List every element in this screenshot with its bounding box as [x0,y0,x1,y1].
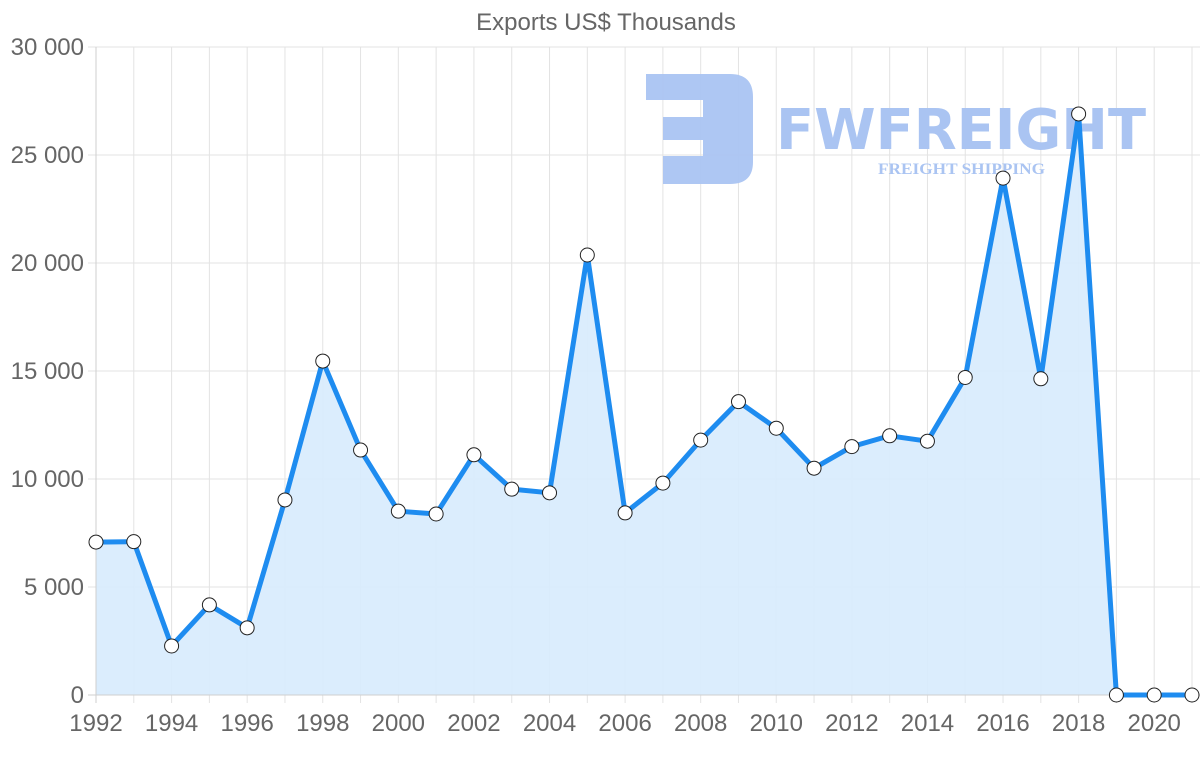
x-tick-label: 1996 [220,710,273,737]
data-point-2013[interactable] [882,428,898,444]
data-point-2020[interactable] [1146,687,1162,703]
axes [88,47,1200,703]
y-tick-label: 15 000 [11,358,84,385]
data-point-2012[interactable] [844,439,860,455]
x-tick-label: 1992 [69,710,122,737]
data-points [88,106,1200,703]
x-tick-label: 2000 [372,710,425,737]
exports-series-line [95,111,1192,698]
data-point-2018[interactable] [1071,106,1087,122]
data-point-2001[interactable] [428,506,444,522]
y-tick-label: 30 000 [11,34,84,61]
data-point-1994[interactable] [164,638,180,654]
fw-logo-icon [646,74,753,184]
data-point-1995[interactable] [201,597,217,613]
data-point-1992[interactable] [88,534,104,550]
data-point-1993[interactable] [126,534,142,550]
data-point-2019[interactable] [1108,687,1124,703]
data-point-2005[interactable] [579,247,595,263]
data-point-2006[interactable] [617,505,633,521]
y-tick-label: 0 [71,682,84,709]
data-point-2014[interactable] [919,433,935,449]
x-tick-label: 2004 [523,710,576,737]
data-point-2000[interactable] [390,503,406,519]
data-point-2002[interactable] [466,447,482,463]
data-point-2016[interactable] [995,170,1011,186]
data-point-2021[interactable] [1184,687,1200,703]
y-tick-label: 25 000 [11,142,84,169]
data-point-2011[interactable] [806,460,822,476]
x-tick-label: 2014 [901,710,954,737]
area-fill-path [96,113,1192,695]
chart-title: Exports US$ Thousands [476,9,736,36]
data-point-2008[interactable] [693,432,709,448]
x-tick-label: 2008 [674,710,727,737]
y-tick-label: 20 000 [11,250,84,277]
data-point-2004[interactable] [542,485,558,501]
data-point-2017[interactable] [1033,371,1049,387]
x-tick-label: 2006 [598,710,651,737]
x-tick-label: 2018 [1052,710,1105,737]
data-point-2007[interactable] [655,475,671,491]
data-point-2010[interactable] [768,420,784,436]
x-tick-label: 1998 [296,710,349,737]
watermark-brand: FWFREIGHT [776,98,1146,163]
x-tick-label: 2016 [976,710,1029,737]
y-tick-label: 5 000 [24,574,84,601]
y-tick-label: 10 000 [11,466,84,493]
watermark-tagline: FREIGHT SHIPPING [878,161,1046,178]
data-point-1998[interactable] [315,353,331,369]
x-tick-label: 2012 [825,710,878,737]
data-point-2003[interactable] [504,481,520,497]
data-point-2015[interactable] [957,369,973,385]
data-point-2009[interactable] [730,394,746,410]
x-tick-label: 2010 [750,710,803,737]
x-tick-label: 2002 [447,710,500,737]
x-tick-label: 1994 [145,710,198,737]
data-point-1997[interactable] [277,492,293,508]
data-line [95,111,1192,698]
x-axis-ticks: 1992 1994 1996 1998 2000 2002 2004 2006 2008 2010… [69,710,1181,737]
x-tick-label: 2020 [1128,710,1181,737]
y-axis-ticks: 0 5 000 10 000 15 000 20 000 25 000 30 000 [11,34,84,709]
data-point-1999[interactable] [353,442,369,458]
area-fill [96,113,1192,695]
data-point-1996[interactable] [239,620,255,636]
watermark-logo: FWFREIGHT FREIGHT SHIPPING [646,74,1146,184]
